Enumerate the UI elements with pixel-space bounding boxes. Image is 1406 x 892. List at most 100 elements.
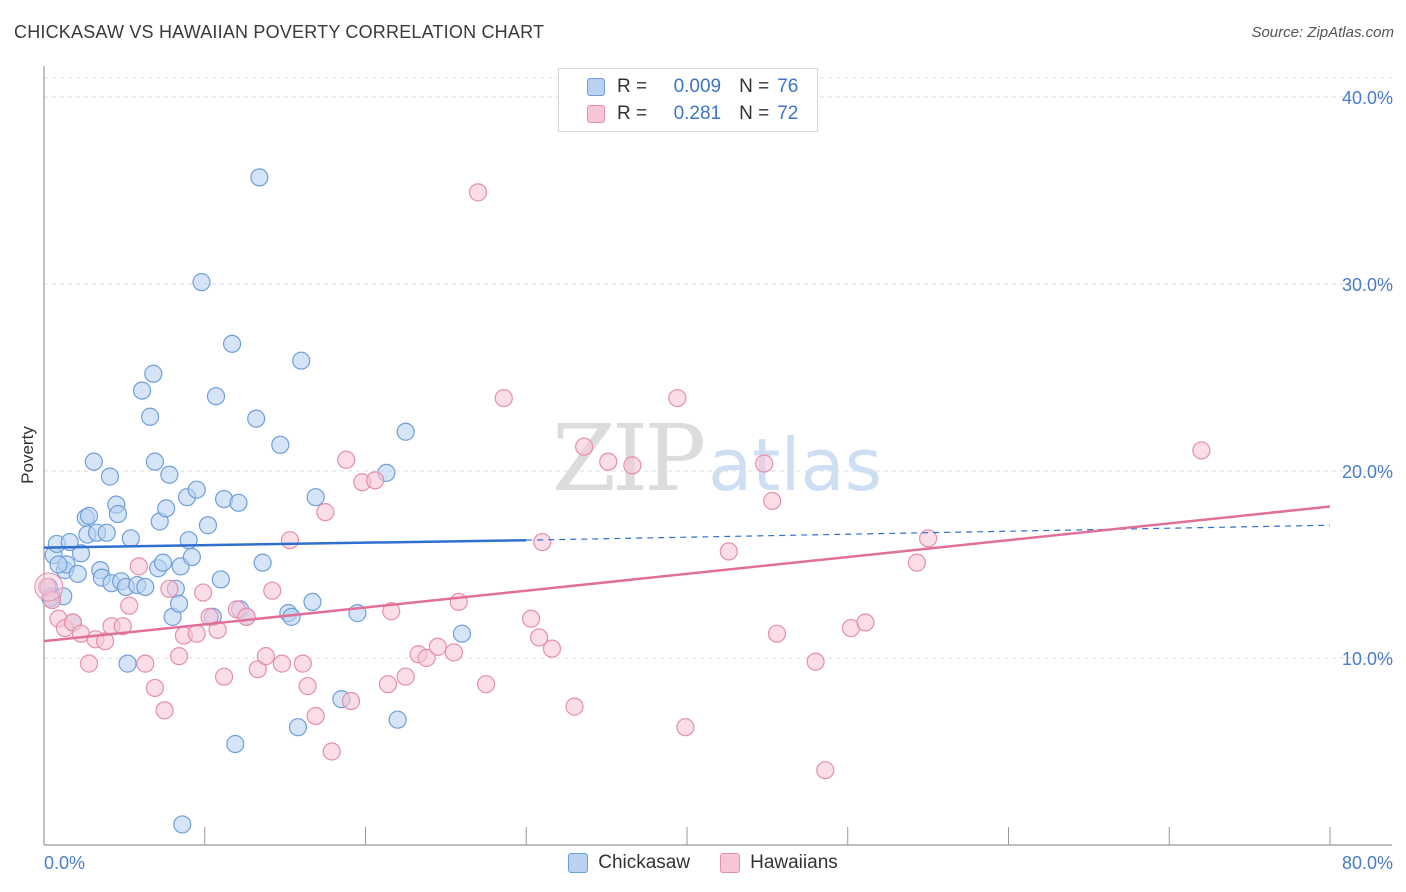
watermark: ZIPatlas	[552, 405, 882, 512]
hawaiians-point	[575, 437, 594, 456]
legend-n-value: 76	[777, 76, 799, 97]
legend-n-label: N =	[739, 103, 770, 124]
hawaiians-point	[256, 647, 275, 666]
hawaiians-point	[306, 706, 325, 726]
chickasaw-point	[253, 553, 272, 572]
chickasaw-point	[292, 351, 311, 370]
hawaiians-point	[194, 583, 213, 602]
y-axis-label: Poverty	[18, 426, 37, 484]
hawaiians-point	[919, 529, 938, 548]
hawaiians-point	[521, 609, 541, 628]
hawaiians-point	[1192, 441, 1211, 460]
hawaiians-point	[816, 761, 835, 780]
y-tick-label: 20.0%	[1342, 462, 1393, 482]
hawaiians-point	[237, 607, 256, 626]
chickasaw-point	[198, 516, 218, 535]
hawaiians-point	[428, 637, 447, 656]
hawaiians-point	[378, 675, 398, 694]
chickasaw-point	[79, 506, 99, 525]
chickasaw-point	[132, 381, 152, 400]
hawaiians-point	[316, 503, 335, 522]
hawaiians-point	[248, 660, 267, 679]
hawaiians-point	[113, 617, 132, 636]
legend-n-label: N =	[739, 76, 770, 97]
chickasaw-point	[140, 407, 160, 426]
hawaiians-point	[763, 491, 782, 511]
chickasaw-point	[271, 435, 290, 454]
legend-r-label: R =	[617, 76, 648, 97]
hawaiians-point	[200, 607, 219, 626]
chickasaw-trend-line	[43, 538, 527, 549]
hawaiians-point	[208, 620, 227, 640]
chickasaw-point	[71, 544, 91, 563]
hawaiians-point	[676, 718, 695, 737]
chickasaw-point	[157, 499, 176, 518]
chickasaw-point	[121, 529, 140, 548]
chickasaw-trend-line-extension	[526, 524, 1331, 541]
chickasaw-point	[229, 493, 248, 512]
legend-swatch-chickasaw	[587, 78, 605, 96]
hawaiians-point	[272, 654, 292, 673]
hawaiians-point	[293, 654, 312, 673]
chickasaw-point	[206, 387, 226, 406]
legend-row-hawaiians: R = 0.281 N = 72	[587, 102, 798, 126]
bottom-legend-hawaiians: Hawaiians	[720, 852, 838, 874]
chickasaw-point	[247, 409, 266, 428]
legend-r-label: R =	[617, 103, 648, 124]
hawaiians-point	[468, 183, 488, 202]
legend: R = 0.009 N = 76 R = 0.281 N = 72	[558, 68, 818, 132]
chickasaw-point	[388, 710, 407, 729]
hawaiians-point	[214, 667, 234, 686]
watermark-atlas: atlas	[708, 423, 883, 507]
hawaiians-point	[145, 678, 165, 698]
hawaiians-point	[129, 557, 148, 576]
hawaiians-point	[806, 652, 825, 671]
bottom-legend: Chickasaw Hawaiians	[0, 852, 1406, 874]
hawaiians-point	[337, 450, 356, 469]
hawaiians-point	[160, 579, 179, 598]
x-tick-label: 80.0%	[1342, 853, 1393, 873]
hawaiians-point	[187, 624, 206, 643]
source-label: Source: ZipAtlas.com	[1251, 24, 1394, 41]
hawaiians-point	[542, 639, 562, 658]
hawaiians-point	[396, 667, 415, 686]
hawaiians-point	[155, 701, 174, 720]
hawaiians-point	[79, 654, 99, 673]
legend-r-value: 0.281	[673, 103, 722, 124]
chickasaw-point	[97, 523, 116, 542]
chickasaw-point	[187, 480, 206, 499]
legend-r-value: 0.009	[673, 76, 722, 97]
hawaiians-point	[95, 632, 115, 651]
hawaiians-trend-line	[43, 505, 1331, 643]
bottom-legend-label-hawaiians: Hawaiians	[750, 852, 838, 873]
hawaiians-point	[856, 613, 875, 632]
chickasaw-point	[182, 547, 201, 567]
hawaiians-point	[755, 454, 774, 473]
hawaiians-point	[494, 388, 513, 408]
bottom-legend-label-chickasaw: Chickasaw	[598, 852, 691, 873]
chickasaw-point	[288, 718, 308, 737]
hawaiians-point	[120, 596, 139, 615]
chickasaw-point	[226, 734, 245, 754]
hawaiians-point	[565, 697, 584, 716]
chickasaw-point	[160, 465, 179, 484]
chickasaw-point	[396, 422, 415, 441]
chickasaw-point	[306, 488, 325, 507]
chickasaw-point	[84, 452, 103, 471]
hawaiians-point	[533, 532, 552, 552]
hawaiians-point	[444, 643, 464, 662]
hawaiians-point	[136, 654, 155, 673]
hawaiians-point	[322, 742, 341, 761]
legend-swatch-hawaiians	[587, 105, 605, 123]
hawaiians-point	[366, 471, 385, 490]
hawaiians-point	[476, 675, 496, 694]
hawaiians-point	[280, 531, 300, 550]
chickasaw-point	[250, 168, 269, 187]
chickasaw-point	[222, 334, 242, 353]
hawaiians-point	[417, 648, 436, 668]
chickasaw-point	[100, 467, 120, 486]
bottom-legend-swatch-chickasaw	[568, 853, 589, 873]
chickasaw-point	[211, 570, 230, 589]
chickasaw-point	[145, 452, 165, 471]
